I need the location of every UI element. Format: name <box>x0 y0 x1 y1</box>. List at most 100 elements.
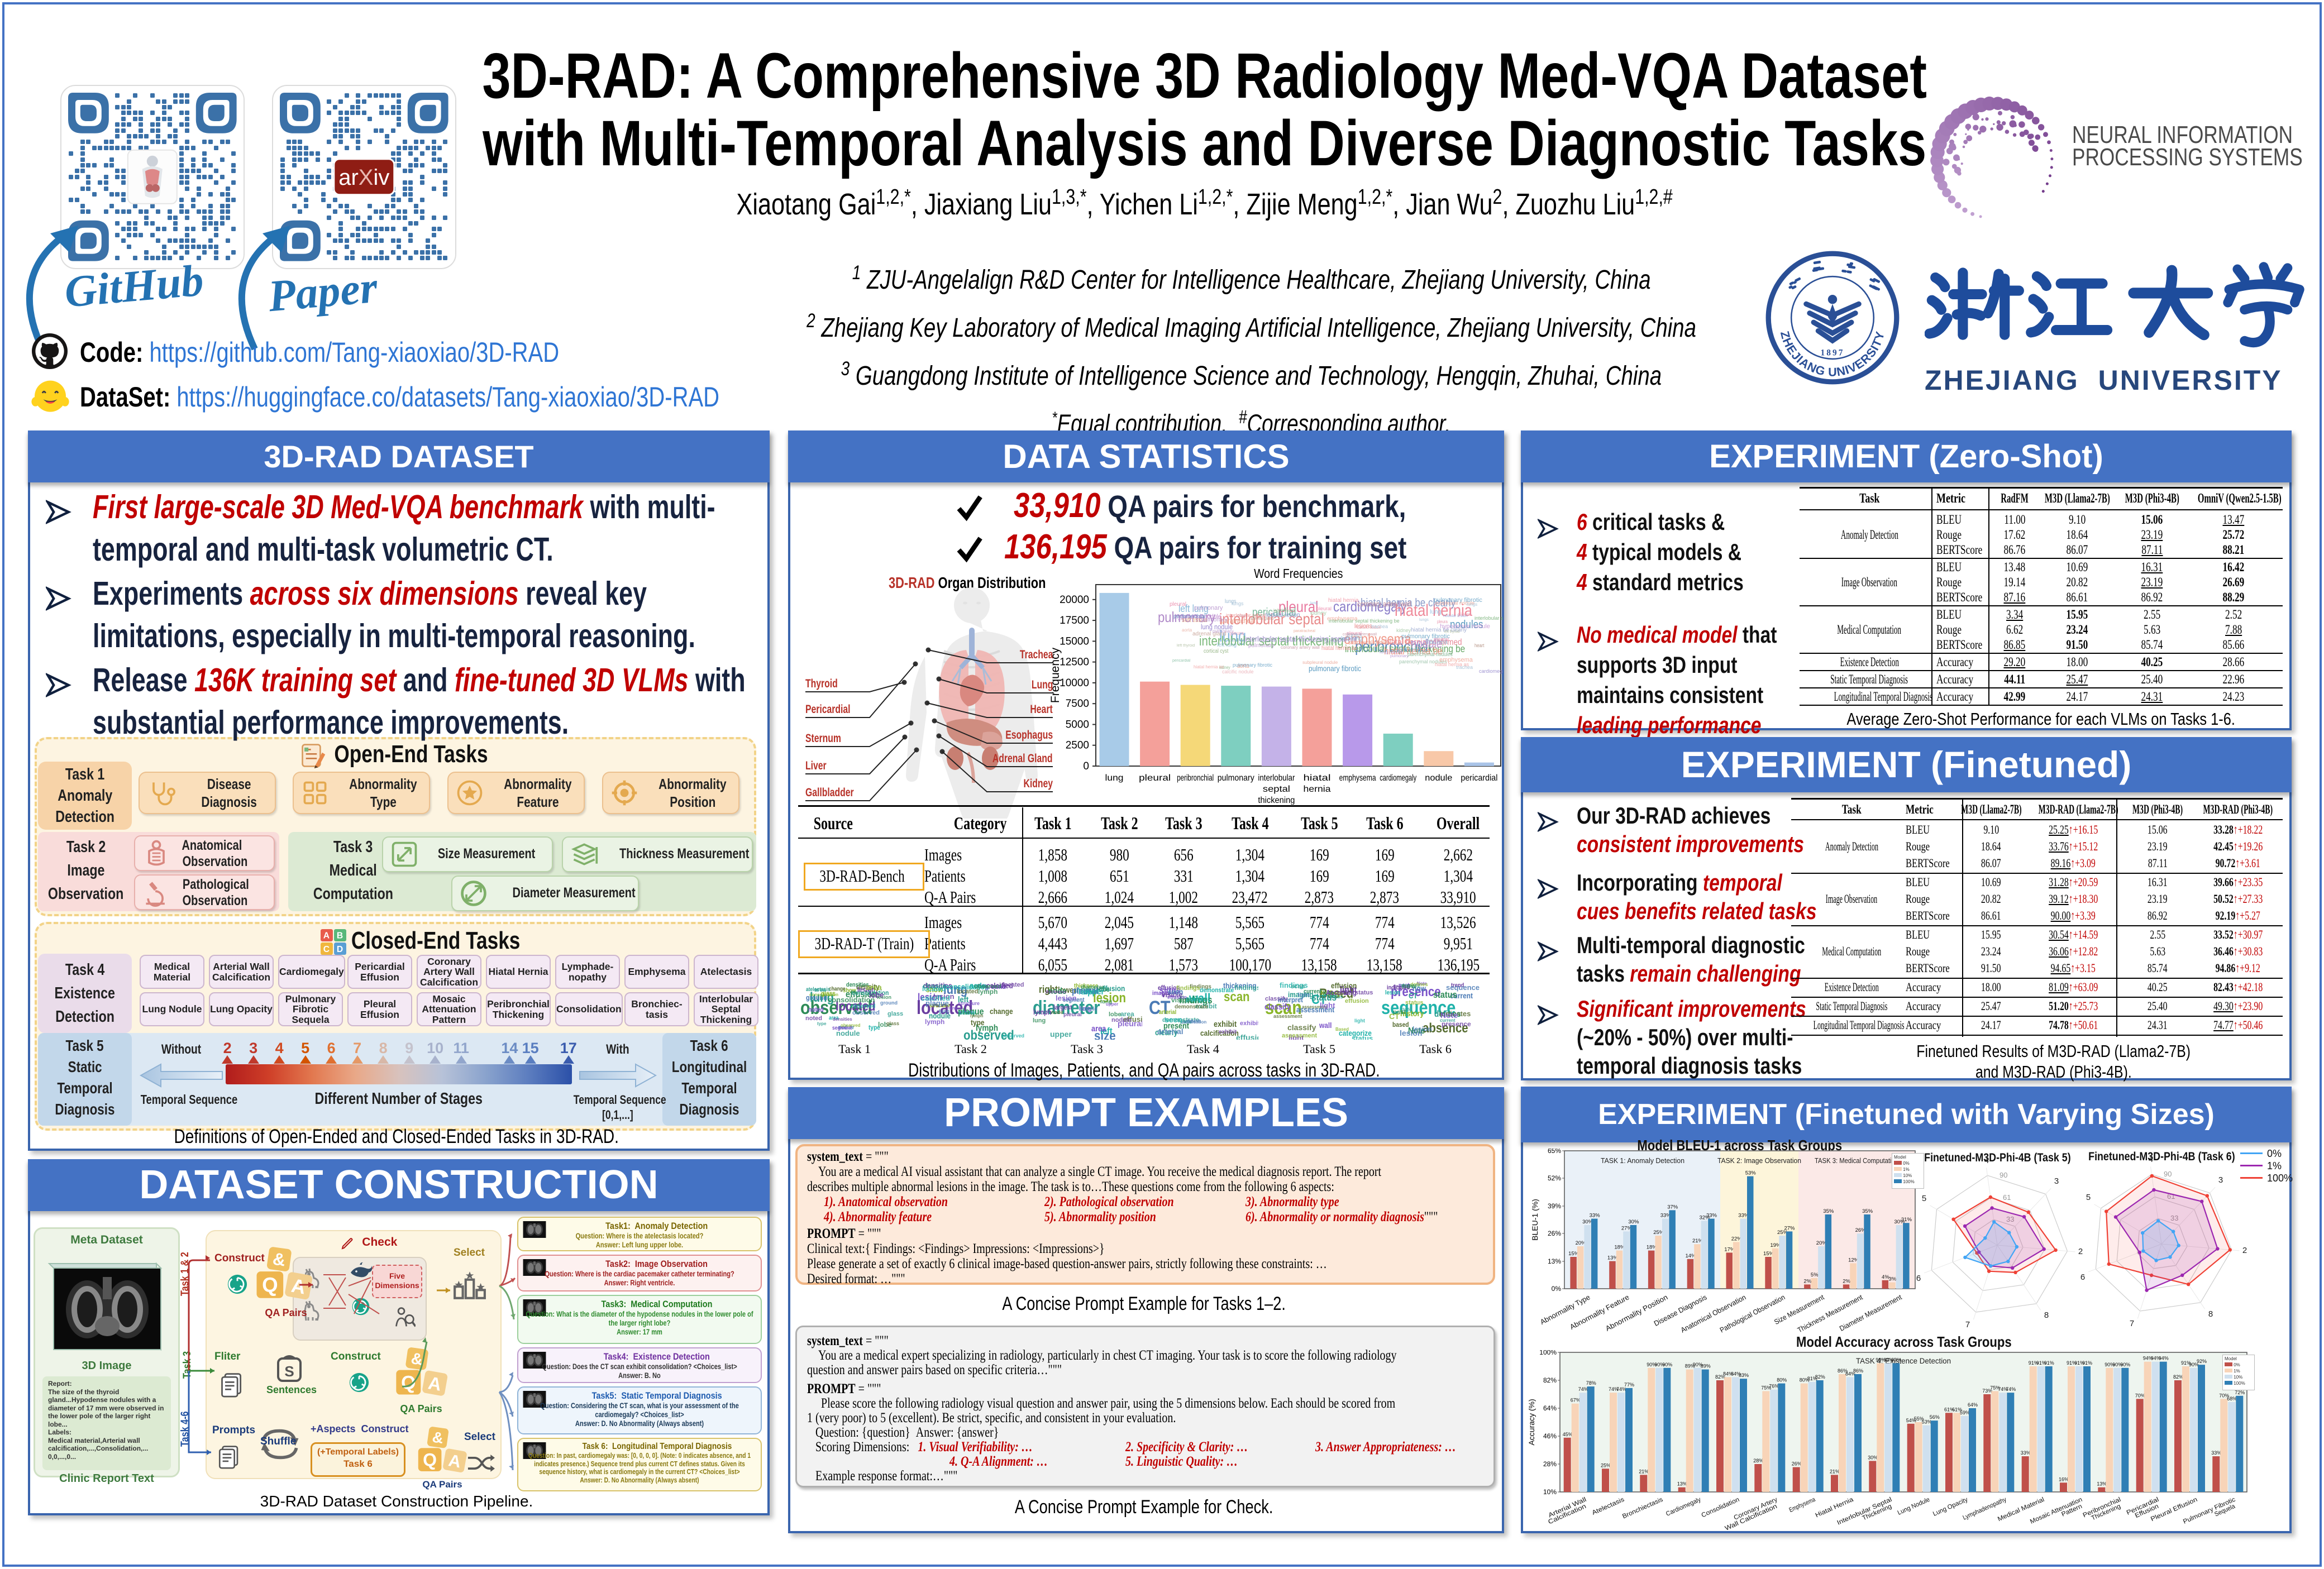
svg-text:84%: 84% <box>1731 1371 1741 1376</box>
svg-text:hernia: hernia <box>1304 784 1331 794</box>
svg-text:Thickness Measurement: Thickness Measurement <box>1796 1293 1864 1334</box>
svg-text:31%: 31% <box>1901 1217 1912 1223</box>
svg-text:emphysema: emphysema <box>1339 773 1376 783</box>
svg-text:pericardial: pericardial <box>1461 773 1497 783</box>
svg-text:90%: 90% <box>1654 1362 1664 1367</box>
svg-text:13%: 13% <box>1607 1255 1619 1261</box>
svg-text:64%: 64% <box>1968 1402 1978 1408</box>
svg-text:83%: 83% <box>1739 1372 1749 1378</box>
svg-text:33%: 33% <box>1660 1213 1672 1219</box>
svg-text:33%: 33% <box>2211 1450 2221 1456</box>
svg-text:90%: 90% <box>2112 1362 2122 1367</box>
svg-text:18%: 18% <box>1614 1245 1625 1251</box>
svg-text:A: A <box>323 931 330 941</box>
svg-text:90%: 90% <box>2105 1362 2115 1367</box>
svg-text:81%: 81% <box>1807 1376 1817 1381</box>
svg-text:1897: 1897 <box>1820 348 1844 358</box>
svg-text:Atelectasis: Atelectasis <box>1591 1496 1626 1517</box>
svg-text:28%: 28% <box>1543 1460 1557 1468</box>
svg-text:26%: 26% <box>1855 1227 1867 1233</box>
svg-text:78%: 78% <box>1586 1380 1596 1386</box>
svg-text:33: 33 <box>2006 1215 2014 1223</box>
svg-text:26%: 26% <box>1792 1461 1802 1467</box>
svg-text:80%: 80% <box>1777 1377 1787 1383</box>
svg-text:30%: 30% <box>1582 1219 1593 1225</box>
svg-text:pleural: pleural <box>1139 773 1171 783</box>
svg-text:C: C <box>323 945 330 954</box>
svg-text:12%: 12% <box>1848 1257 1859 1263</box>
svg-text:91%: 91% <box>2082 1360 2092 1366</box>
svg-text:91%: 91% <box>2029 1360 2039 1366</box>
svg-text:90%: 90% <box>1662 1362 1672 1367</box>
svg-text:15%: 15% <box>1568 1251 1579 1257</box>
svg-text:Frequency: Frequency <box>1049 647 1062 703</box>
svg-text:interlobular: interlobular <box>1258 773 1295 783</box>
svg-text:59%: 59% <box>1960 1410 1970 1415</box>
svg-text:nodule: nodule <box>1425 773 1452 783</box>
svg-text:45%: 45% <box>1563 1432 1573 1437</box>
svg-text:53%: 53% <box>1745 1170 1757 1176</box>
svg-text:93%: 93% <box>1876 1357 1886 1362</box>
svg-text:5%: 5% <box>1811 1272 1819 1278</box>
svg-text:74%: 74% <box>1609 1386 1619 1392</box>
svg-text:20%: 20% <box>1576 1240 1587 1246</box>
svg-text:33%: 33% <box>1590 1213 1601 1219</box>
svg-text:84%: 84% <box>1845 1371 1855 1376</box>
svg-text:94%: 94% <box>2151 1356 2161 1361</box>
svg-text:33%: 33% <box>2021 1450 2031 1456</box>
svg-text:91%: 91% <box>2067 1360 2077 1366</box>
svg-text:2%: 2% <box>1843 1278 1850 1284</box>
svg-text:Pathological Observation: Pathological Observation <box>1719 1293 1787 1334</box>
svg-text:2: 2 <box>2078 1247 2083 1256</box>
svg-text:93%: 93% <box>1883 1357 1893 1362</box>
svg-text:20%: 20% <box>1816 1240 1827 1246</box>
svg-text:90%: 90% <box>1647 1362 1657 1367</box>
svg-text:65%: 65% <box>1548 1149 1561 1155</box>
svg-text:BLEU-1 (%): BLEU-1 (%) <box>1530 1199 1539 1241</box>
svg-text:90: 90 <box>2164 1170 2172 1178</box>
svg-text:75%: 75% <box>1761 1385 1771 1390</box>
svg-text:37%: 37% <box>1667 1204 1678 1210</box>
svg-text:74%: 74% <box>1616 1386 1626 1392</box>
svg-text:91%: 91% <box>2044 1360 2054 1366</box>
svg-text:S: S <box>284 1363 294 1380</box>
svg-text:3%: 3% <box>1889 1276 1897 1283</box>
svg-text:33%: 33% <box>1706 1213 1717 1219</box>
svg-text:91%: 91% <box>2074 1360 2084 1366</box>
svg-text:86%: 86% <box>1853 1368 1863 1374</box>
svg-text:30%: 30% <box>1868 1455 1878 1460</box>
svg-text:hiatal: hiatal <box>1304 773 1331 783</box>
svg-text:8: 8 <box>2208 1309 2213 1319</box>
svg-text:73%: 73% <box>1982 1388 1992 1394</box>
svg-text:2: 2 <box>2242 1246 2247 1255</box>
svg-text:TASK 3: Medical Computation: TASK 3: Medical Computation <box>1815 1156 1898 1165</box>
svg-text:26%: 26% <box>1548 1230 1561 1237</box>
svg-text:19%: 19% <box>1770 1242 1781 1248</box>
svg-text:10000: 10000 <box>1060 677 1089 689</box>
svg-text:22%: 22% <box>1731 1236 1743 1242</box>
svg-text:25%: 25% <box>1601 1462 1611 1468</box>
svg-text:92%: 92% <box>2197 1358 2207 1364</box>
svg-text:90%: 90% <box>1693 1362 1703 1367</box>
svg-text:7: 7 <box>1965 1320 1970 1329</box>
svg-text:74%: 74% <box>1578 1386 1588 1392</box>
svg-text:&: & <box>431 1428 445 1447</box>
svg-text:8: 8 <box>2044 1310 2049 1320</box>
svg-text:27%: 27% <box>1784 1225 1795 1231</box>
svg-text:4: 4 <box>2149 1155 2153 1164</box>
svg-text:84%: 84% <box>1723 1371 1733 1376</box>
svg-text:Emphysema: Emphysema <box>1788 1496 1817 1514</box>
svg-text:82%: 82% <box>1543 1376 1557 1384</box>
svg-text:13%: 13% <box>1677 1481 1687 1487</box>
svg-text:4: 4 <box>1984 1156 1989 1165</box>
svg-text:13%: 13% <box>1548 1257 1561 1265</box>
svg-text:67%: 67% <box>1571 1398 1581 1403</box>
svg-text:4%: 4% <box>1882 1274 1889 1280</box>
svg-text:32%: 32% <box>1699 1214 1710 1221</box>
svg-text:Bronchiectasis: Bronchiectasis <box>1621 1496 1664 1520</box>
svg-text:90: 90 <box>2000 1171 2007 1179</box>
svg-text:64%: 64% <box>1543 1404 1557 1412</box>
svg-text:10%: 10% <box>1543 1488 1557 1496</box>
svg-text:30%: 30% <box>1894 1219 1905 1225</box>
svg-text:Lung Nodule: Lung Nodule <box>1897 1496 1931 1517</box>
